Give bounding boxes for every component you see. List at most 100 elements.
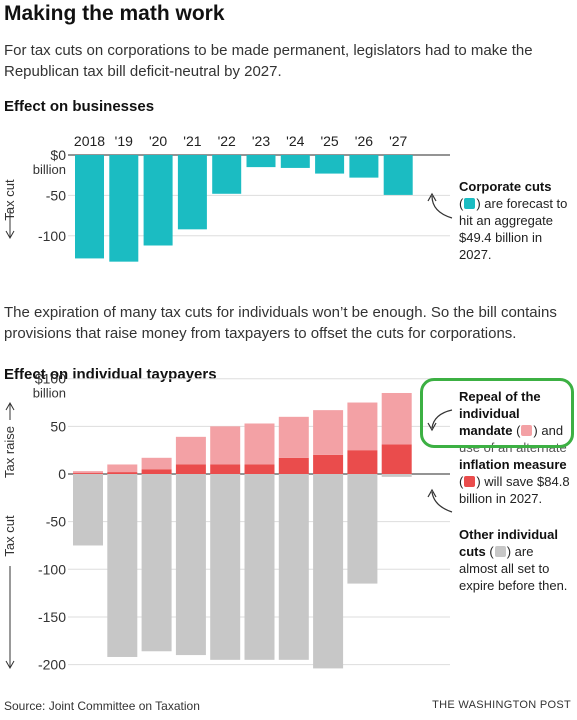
other-cuts-bar — [210, 474, 241, 660]
highlight-circle — [420, 378, 574, 448]
repeal-annotation-pre: ( — [512, 423, 521, 438]
y-axis-label-group: Tax cut — [2, 179, 17, 221]
repeal-pointer-line — [431, 409, 453, 429]
corporate-bar — [75, 155, 104, 259]
mandate-bar — [210, 426, 241, 465]
down-arrow-icon — [5, 660, 15, 670]
other-cuts-bar — [347, 474, 378, 584]
corporate-swatch — [464, 198, 476, 209]
repeal-annotation-mid: ) and — [533, 423, 564, 438]
source-note: Source: Joint Committee on Taxation — [4, 699, 200, 713]
repeal-annotation-label: Repeal of the individual mandate — [459, 389, 541, 438]
x-tick-label: '25 — [320, 133, 338, 149]
other-cuts-bar — [313, 474, 344, 669]
mandate-bar — [141, 457, 172, 470]
mandate-bar — [313, 410, 344, 455]
y-tick-label: -100 — [38, 561, 66, 577]
page-title: Making the math work — [4, 2, 225, 25]
y-tick-label: -200 — [38, 657, 66, 673]
y-axis-raise-label: Tax raise — [2, 426, 17, 478]
x-tick-label: '26 — [355, 133, 373, 149]
repeal-pointer-arrow-icon — [427, 422, 437, 432]
x-tick-label: '23 — [252, 133, 270, 149]
y-tick-label: 50 — [50, 418, 66, 434]
x-tick-label: '20 — [149, 133, 167, 149]
y-tick-label: -150 — [38, 609, 66, 625]
corporate-annotation-label: Corporate cuts — [459, 179, 552, 194]
other-annotation-pre: ( — [485, 544, 494, 559]
mandate-bar — [107, 464, 138, 473]
publisher-credit: THE WASHINGTON POST — [432, 699, 571, 711]
y-tick-label: $100 — [35, 371, 66, 387]
mandate-bar — [381, 392, 412, 445]
mandate-bar — [278, 416, 309, 458]
x-tick-label: '22 — [218, 133, 236, 149]
y-tick-label: $0 — [50, 147, 66, 163]
y-unit-label: billion — [33, 162, 66, 177]
other-cuts-bar — [73, 474, 103, 546]
y-tick-label: -50 — [46, 187, 66, 203]
y-unit-label: billion — [33, 386, 66, 401]
business-section-heading: Effect on businesses — [4, 98, 155, 115]
inflation-bar — [141, 469, 172, 474]
y-tick-label: -50 — [46, 514, 66, 530]
other-cuts-bar — [141, 474, 172, 652]
inflation-bar — [278, 457, 309, 474]
other-pointer-arrow-icon — [427, 488, 437, 498]
mandate-bar — [73, 471, 103, 474]
corporate-annotation-pre: ( — [459, 196, 464, 211]
inflation-bar — [244, 464, 275, 474]
y-tick-label: 0 — [58, 466, 66, 482]
x-tick-label: '24 — [286, 133, 304, 149]
up-arrow-icon — [5, 401, 15, 411]
y-tick-label: -100 — [38, 228, 66, 244]
corporate-bar — [177, 155, 207, 230]
inflation-bar — [313, 454, 344, 474]
mandate-bar — [244, 423, 275, 465]
other-cuts-bar — [175, 474, 206, 656]
page-subtitle: For tax cuts on corporations to be made … — [4, 42, 533, 80]
inflation-bar — [175, 464, 206, 474]
other-annotation-label: Other individual cuts — [459, 527, 558, 559]
corporate-bar — [349, 155, 379, 178]
x-tick-label: '27 — [389, 133, 407, 149]
other-swatch — [494, 546, 506, 557]
corporate-bar — [109, 155, 139, 262]
x-tick-label: '21 — [183, 133, 201, 149]
inflation-bar — [381, 444, 412, 474]
x-tick-label: 2018 — [74, 133, 105, 149]
inflation-annotation-text: ) will save $84.8 billion in 2027. — [459, 474, 570, 506]
mandate-bar — [175, 436, 206, 465]
corporate-bar — [143, 155, 173, 246]
inflation-bar — [73, 473, 103, 474]
y-axis-cut-label: Tax cut — [2, 515, 17, 557]
y-axis-label: Tax cut — [2, 179, 17, 221]
other-cuts-bar — [278, 474, 309, 660]
corporate-bar — [383, 155, 413, 195]
inflation-bar — [210, 464, 241, 474]
y-axis-cut-group: Tax cut — [2, 515, 17, 557]
other-cuts-bar — [107, 474, 138, 657]
inflation-annotation-pre: ( — [459, 474, 464, 489]
corporate-bar — [212, 155, 242, 194]
other-annotation-text: ) are almost all set to expire before th… — [459, 544, 568, 593]
mandate-bar — [347, 402, 378, 451]
down-arrow-icon — [5, 230, 15, 240]
corporate-annotation-text: ) are forecast to hit an aggregate $49.4… — [459, 196, 568, 262]
pointer-line — [431, 195, 453, 219]
other-annotation: Other individual cuts () are almost all … — [459, 526, 575, 594]
inflation-annotation-label: inflation measure — [459, 457, 567, 472]
inflation-bar — [107, 472, 138, 474]
corporate-bar — [315, 155, 345, 174]
corporate-annotation: Corporate cuts () are forecast to hit an… — [459, 178, 575, 263]
corporate-bar — [246, 155, 276, 168]
other-cuts-bar — [244, 474, 275, 660]
repeal-annotation: Repeal of the individual mandate () and … — [459, 388, 575, 507]
middle-paragraph: The expiration of many tax cuts for indi… — [4, 304, 557, 342]
corporate-bar — [280, 155, 310, 168]
other-cuts-bar — [381, 474, 412, 477]
other-pointer-line — [431, 491, 453, 513]
pointer-arrow-icon — [427, 192, 437, 202]
